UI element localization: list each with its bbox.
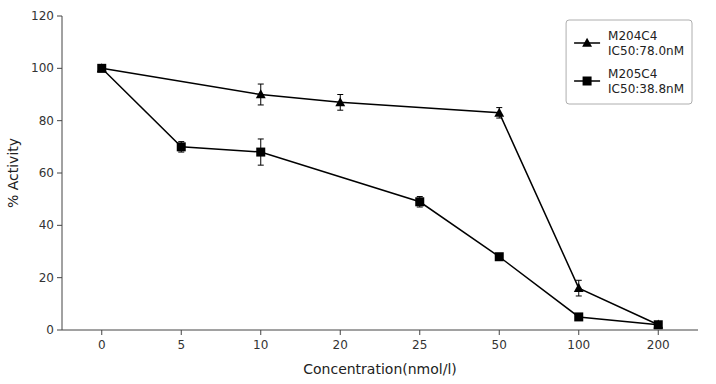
y-tick <box>57 225 62 226</box>
series-line <box>102 68 659 324</box>
legend-label-line: M204C4 <box>608 29 657 43</box>
y-tick <box>57 277 62 278</box>
y-tick-label: 40 <box>39 218 54 232</box>
point <box>335 97 345 106</box>
x-axis-line <box>62 330 698 331</box>
x-tick-label: 0 <box>98 338 106 352</box>
error-cap <box>258 138 264 139</box>
y-tick <box>57 120 62 121</box>
x-tick-label: 20 <box>333 338 348 352</box>
y-tick-label: 0 <box>46 323 54 337</box>
x-tick <box>101 330 102 335</box>
legend-label: M204C4IC50:78.0nM <box>608 29 684 58</box>
error-cap <box>178 141 184 142</box>
legend-label: M205C4IC50:38.8nM <box>608 67 684 96</box>
y-tick <box>57 330 62 331</box>
error-cap <box>417 196 423 197</box>
error-cap <box>258 84 264 85</box>
point <box>574 312 583 321</box>
error-cap <box>576 280 582 281</box>
point <box>256 148 265 157</box>
legend-box <box>566 20 692 104</box>
error-cap <box>337 94 343 95</box>
y-tick <box>57 16 62 17</box>
point <box>495 252 504 261</box>
point <box>97 64 106 73</box>
legend-marker <box>582 38 592 47</box>
legend: M204C4IC50:78.0nM M205C4IC50:38.8nM <box>566 20 692 104</box>
error-cap <box>417 207 423 208</box>
x-tick-label: 100 <box>567 338 590 352</box>
series-line <box>102 68 659 324</box>
point <box>177 142 186 151</box>
y-tick-label: 120 <box>31 9 54 23</box>
x-tick-label: 10 <box>253 338 268 352</box>
point <box>97 63 107 72</box>
y-tick-label: 20 <box>39 271 54 285</box>
y-tick <box>57 173 62 174</box>
point <box>494 108 504 117</box>
x-tick-label: 200 <box>647 338 670 352</box>
error-cap <box>337 110 343 111</box>
x-tick-label: 25 <box>412 338 427 352</box>
chart-container: 0 20 40 60 80 100 120 0 5 10 20 25 50 100 200 Concentra… <box>0 0 716 384</box>
error-cap <box>258 104 264 105</box>
x-tick <box>578 330 579 335</box>
legend-label-line: IC50:78.0nM <box>608 44 684 58</box>
x-tick <box>181 330 182 335</box>
y-tick-label: 100 <box>31 61 54 75</box>
legend-label-line: IC50:38.8nM <box>608 82 684 96</box>
point <box>574 283 584 292</box>
x-tick-label: 5 <box>177 338 185 352</box>
error-cap <box>178 152 184 153</box>
legend-item: M204C4IC50:78.0nM <box>574 29 684 58</box>
y-axis-label: % Activity <box>5 138 21 208</box>
x-tick <box>658 330 659 335</box>
point <box>415 197 424 206</box>
x-tick <box>499 330 500 335</box>
point <box>256 89 266 98</box>
error-cap <box>258 165 264 166</box>
x-tick-label: 50 <box>492 338 507 352</box>
point <box>654 320 663 329</box>
x-tick <box>419 330 420 335</box>
error-cap <box>576 295 582 296</box>
x-axis-label: Concentration(nmol/l) <box>303 361 457 377</box>
error-cap <box>496 118 502 119</box>
x-tick <box>340 330 341 335</box>
x-tick <box>260 330 261 335</box>
legend-marker <box>583 77 592 86</box>
chart: 0 20 40 60 80 100 120 0 5 10 20 25 50 100 200 Concentra… <box>0 0 716 384</box>
point <box>653 320 663 329</box>
y-tick-label: 60 <box>39 166 54 180</box>
y-tick-label: 80 <box>39 114 54 128</box>
legend-item: M205C4IC50:38.8nM <box>574 67 684 96</box>
background <box>0 0 716 384</box>
y-tick <box>57 68 62 69</box>
legend-label-line: M205C4 <box>608 67 657 81</box>
